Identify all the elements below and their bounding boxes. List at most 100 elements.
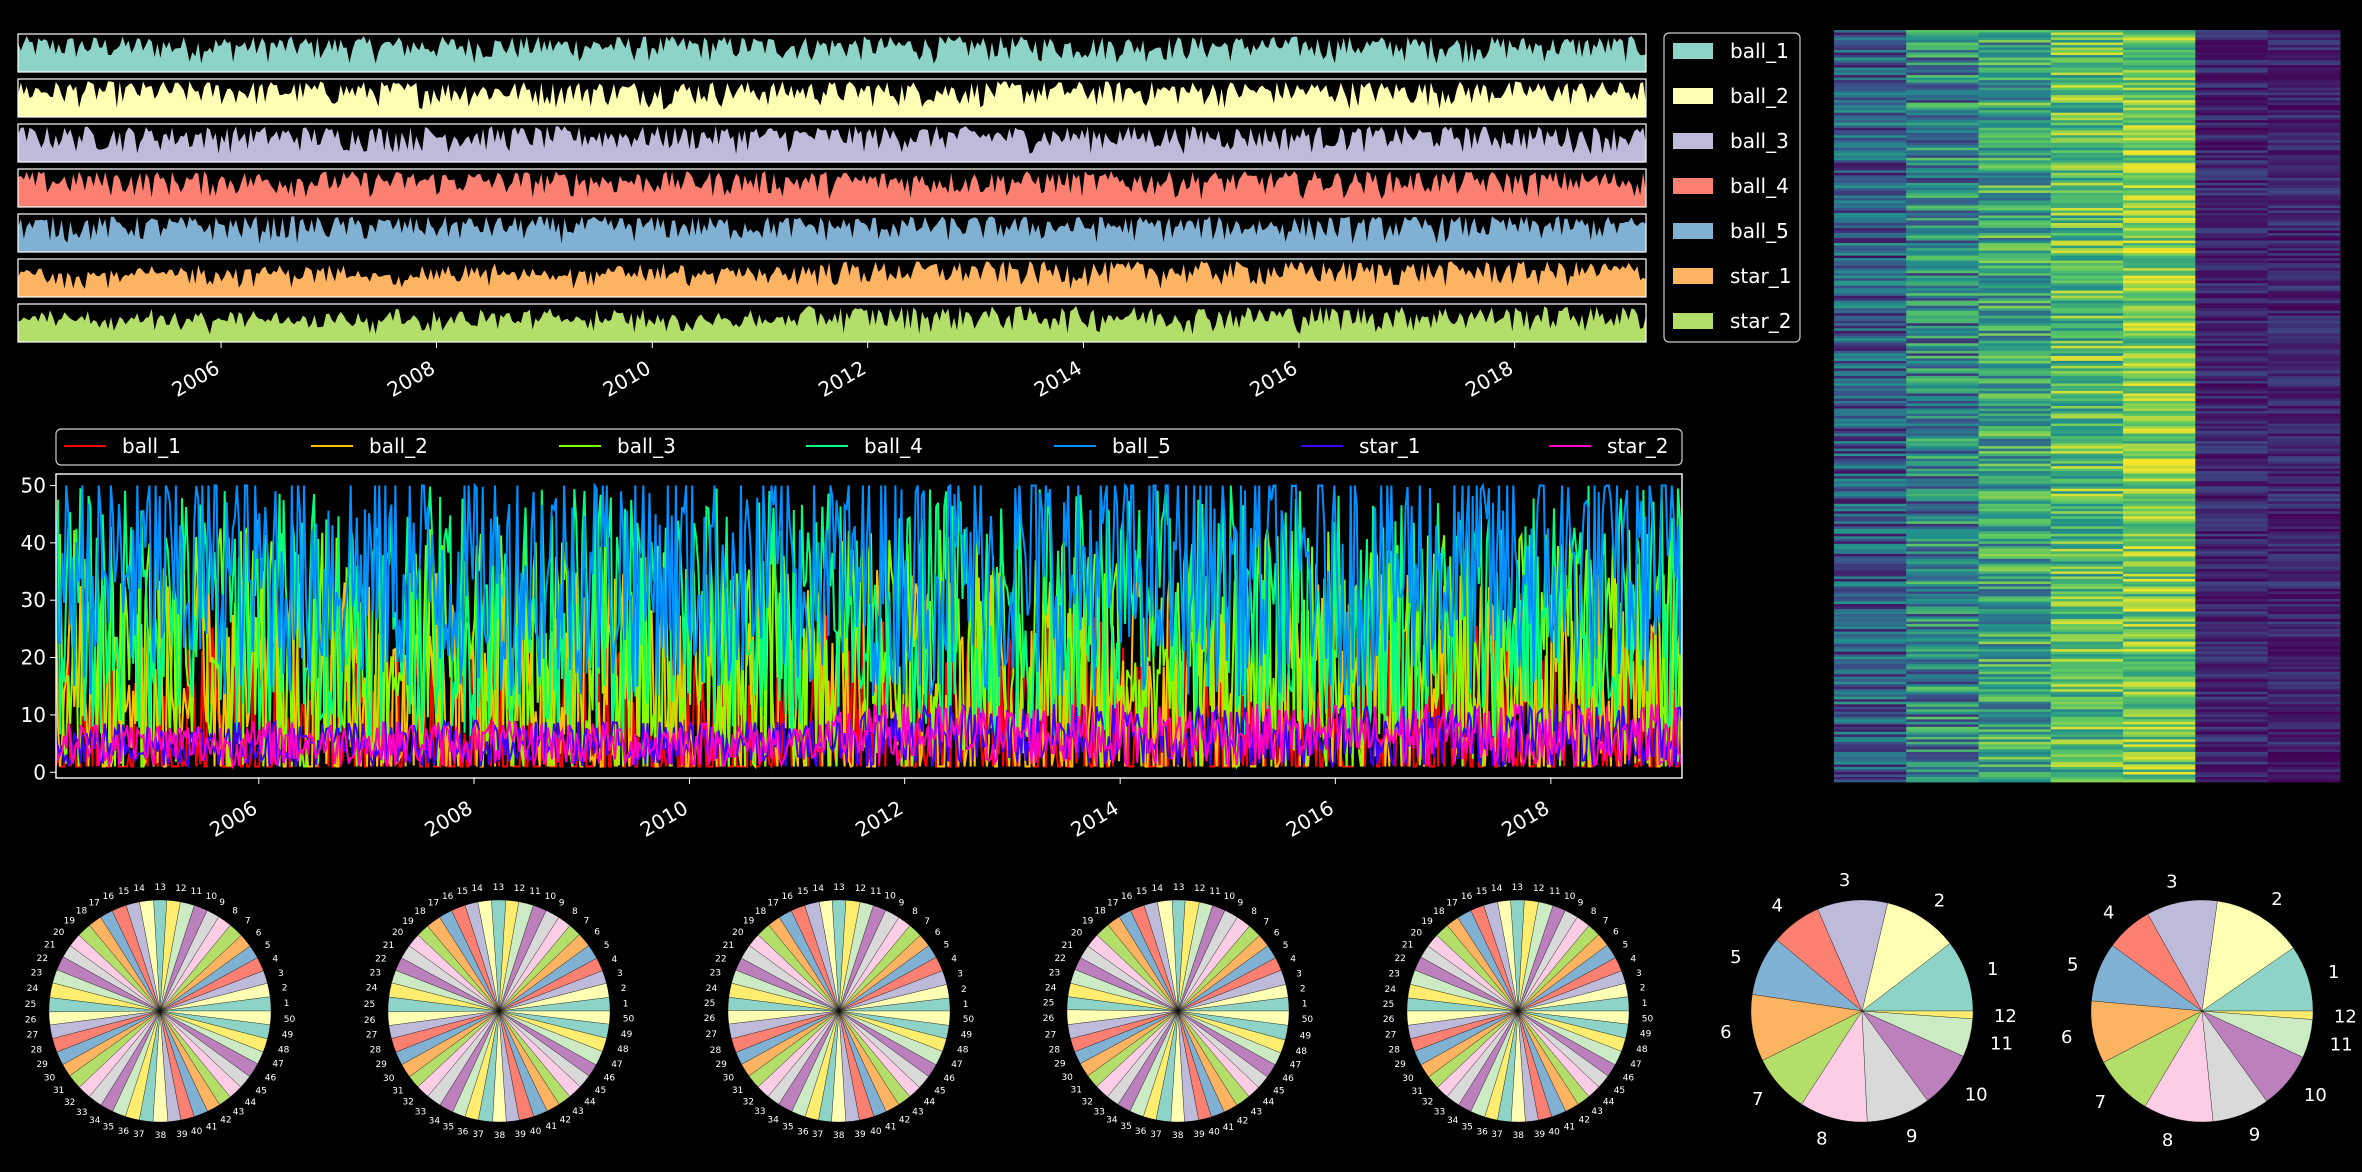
heatmap-cell	[1978, 576, 2052, 580]
heatmap-cell	[2050, 323, 2124, 327]
heatmap-cell	[1978, 736, 2052, 740]
heatmap-cell	[1834, 250, 1907, 254]
heatmap-cell	[2267, 220, 2341, 224]
heatmap-cell	[2123, 458, 2196, 462]
heatmap-cell	[2050, 714, 2124, 718]
heatmap-cell	[2267, 253, 2341, 256]
heatmap-cell	[2050, 426, 2124, 429]
heatmap-cell	[2267, 243, 2341, 246]
heatmap-cell	[2050, 303, 2124, 307]
heatmap-cell	[1834, 594, 1907, 597]
heatmap-cell	[1978, 611, 2052, 615]
heatmap-cell	[2123, 686, 2196, 690]
heatmap-cell	[1906, 345, 1980, 349]
pie-slice-label: 38	[494, 1131, 506, 1141]
heatmap-cell	[1834, 571, 1907, 575]
heatmap-cell	[2050, 461, 2124, 465]
heatmap-cell	[2050, 172, 2124, 176]
heatmap-cell	[2267, 333, 2341, 337]
heatmap-cell	[2123, 736, 2196, 740]
heatmap-cell	[1906, 656, 1980, 660]
heatmap-cell	[1906, 102, 1980, 106]
heatmap-cell	[2050, 340, 2124, 344]
pie-slice-label: 18	[76, 907, 88, 917]
heatmap-cell	[2050, 398, 2124, 402]
heatmap-cell	[2123, 679, 2196, 683]
heatmap-cell	[2267, 629, 2341, 632]
pie-slice-label: 41	[206, 1122, 217, 1132]
heatmap-cell	[2050, 498, 2124, 502]
heatmap-cell	[2050, 105, 2124, 109]
heatmap-cell	[1834, 348, 1907, 352]
heatmap-cell	[2050, 506, 2124, 510]
heatmap-cell	[2195, 182, 2269, 186]
heatmap-cell	[1906, 315, 1980, 319]
heatmap-cell	[1978, 125, 2052, 129]
heatmap-cell	[1834, 82, 1907, 86]
pie-slice-label: 32	[743, 1098, 754, 1108]
pie-slice-label: 28	[1389, 1045, 1401, 1055]
heatmap-cell	[1834, 721, 1907, 725]
heatmap-cell	[2050, 766, 2124, 770]
heatmap-cell	[2123, 739, 2196, 743]
heatmap-cell	[1906, 172, 1980, 176]
heatmap-cell	[1906, 218, 1980, 221]
heatmap-cell	[2123, 80, 2196, 84]
pie-slice-label: 6	[1613, 928, 1619, 938]
heatmap-cell	[2050, 616, 2124, 620]
strip-area-star_2	[18, 306, 1646, 342]
heatmap-cell	[2050, 370, 2124, 374]
heatmap-cell	[2267, 641, 2341, 645]
heatmap-cell	[2267, 586, 2341, 590]
heatmap-cell	[1978, 120, 2052, 124]
heatmap-cell	[1906, 691, 1980, 695]
heatmap-cell	[2195, 701, 2269, 705]
heatmap-cell	[1906, 536, 1980, 540]
heatmap-cell	[1978, 516, 2052, 520]
heatmap-cell	[1978, 641, 2052, 645]
heatmap-cell	[2123, 310, 2196, 314]
pie-slice-label: 6	[1720, 1022, 1731, 1043]
heatmap-cell	[2123, 160, 2196, 164]
heatmap-cell	[1978, 162, 2052, 166]
heatmap-cell	[2123, 681, 2196, 685]
heatmap-cell	[1834, 45, 1907, 48]
heatmap-cell	[2267, 438, 2341, 442]
pie-slice-label: 6	[935, 928, 941, 938]
heatmap-cell	[1978, 441, 2052, 444]
heatmap-cell	[1834, 473, 1907, 477]
heatmap-cell	[2123, 248, 2196, 251]
heatmap-cell	[1906, 669, 1980, 673]
heatmap-cell	[1978, 421, 2052, 424]
heatmap-cell	[2123, 636, 2196, 640]
heatmap-cell	[2267, 418, 2341, 422]
heatmap-cell	[2123, 491, 2196, 495]
heatmap-cell	[2267, 741, 2341, 745]
heatmap-cell	[2050, 614, 2124, 617]
heatmap-cell	[2267, 303, 2341, 307]
heatmap-cell	[1906, 426, 1980, 429]
heatmap-cell	[1978, 428, 2052, 432]
heatmap-cell	[2195, 383, 2269, 387]
heatmap-cell	[2050, 594, 2124, 597]
heatmap-cell	[1978, 195, 2052, 199]
heatmap-cell	[1834, 543, 1907, 547]
heatmap-cell	[1978, 205, 2052, 209]
heatmap-cell	[1834, 448, 1907, 452]
heatmap-cell	[2267, 413, 2341, 417]
heatmap-cell	[2267, 468, 2341, 472]
heatmap-cell	[2267, 506, 2341, 510]
heatmap-cell	[1834, 57, 1907, 61]
heatmap-cell	[2050, 117, 2124, 121]
pie-slice-label: 30	[1061, 1073, 1073, 1083]
heatmap-cell	[1906, 107, 1980, 111]
pie-slice-label: 44	[924, 1098, 936, 1108]
pie-slice-label: 26	[1383, 1015, 1395, 1025]
heatmap-cell	[1834, 503, 1907, 507]
heatmap-cell	[2267, 400, 2341, 404]
pie-slice	[1177, 1010, 1290, 1026]
heatmap-cell	[1834, 471, 1907, 475]
heatmap-cell	[2267, 651, 2341, 655]
heatmap-cell	[2267, 50, 2341, 53]
heatmap-cell	[2050, 388, 2124, 392]
